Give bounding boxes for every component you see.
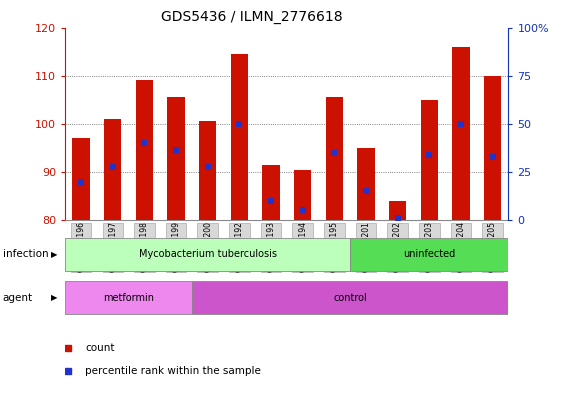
- Text: GSM1378202: GSM1378202: [393, 221, 402, 272]
- Text: metformin: metformin: [103, 293, 154, 303]
- Text: GSM1378196: GSM1378196: [77, 221, 86, 272]
- Bar: [420, 100, 438, 220]
- Bar: [357, 148, 375, 220]
- FancyBboxPatch shape: [482, 223, 503, 272]
- Bar: [136, 81, 153, 220]
- Bar: [484, 75, 501, 220]
- Text: GSM1378204: GSM1378204: [457, 221, 465, 272]
- Point: [108, 164, 118, 170]
- FancyBboxPatch shape: [198, 223, 218, 272]
- Bar: [168, 97, 185, 220]
- Text: GSM1378195: GSM1378195: [330, 221, 339, 272]
- Text: uninfected: uninfected: [403, 250, 456, 259]
- Point: [330, 149, 339, 156]
- Bar: [104, 119, 122, 220]
- Text: infection: infection: [3, 250, 48, 259]
- Point: [228, 226, 237, 233]
- Point: [456, 121, 465, 127]
- FancyBboxPatch shape: [293, 223, 313, 272]
- Bar: [231, 54, 248, 220]
- FancyBboxPatch shape: [134, 223, 154, 272]
- Title: GDS5436 / ILMN_2776618: GDS5436 / ILMN_2776618: [161, 10, 342, 24]
- Bar: [199, 121, 216, 220]
- FancyBboxPatch shape: [324, 223, 345, 272]
- Text: GSM1378198: GSM1378198: [140, 221, 149, 272]
- Text: count: count: [85, 343, 115, 353]
- Text: GSM1378194: GSM1378194: [298, 221, 307, 272]
- Text: GSM1378192: GSM1378192: [235, 221, 244, 272]
- FancyBboxPatch shape: [261, 223, 281, 272]
- Bar: [73, 138, 90, 220]
- FancyBboxPatch shape: [419, 223, 440, 272]
- Point: [140, 140, 149, 146]
- Text: control: control: [333, 293, 367, 303]
- Point: [361, 188, 370, 194]
- FancyBboxPatch shape: [229, 223, 250, 272]
- FancyBboxPatch shape: [387, 223, 408, 272]
- FancyBboxPatch shape: [350, 238, 508, 271]
- FancyBboxPatch shape: [65, 238, 350, 271]
- Text: GSM1378201: GSM1378201: [361, 221, 370, 272]
- Text: GSM1378205: GSM1378205: [488, 221, 497, 272]
- Point: [77, 178, 86, 185]
- Point: [425, 152, 434, 158]
- Text: ▶: ▶: [51, 250, 57, 259]
- Point: [228, 22, 237, 28]
- FancyBboxPatch shape: [71, 223, 91, 272]
- FancyBboxPatch shape: [166, 223, 186, 272]
- Text: percentile rank within the sample: percentile rank within the sample: [85, 366, 261, 376]
- Bar: [389, 201, 406, 220]
- FancyBboxPatch shape: [65, 281, 192, 314]
- Point: [203, 164, 212, 170]
- FancyBboxPatch shape: [356, 223, 376, 272]
- Point: [298, 207, 307, 213]
- FancyBboxPatch shape: [450, 223, 471, 272]
- FancyBboxPatch shape: [102, 223, 123, 272]
- Bar: [452, 47, 470, 220]
- Text: GSM1378203: GSM1378203: [425, 221, 434, 272]
- Bar: [294, 169, 311, 220]
- Text: GSM1378199: GSM1378199: [172, 221, 181, 272]
- Text: GSM1378193: GSM1378193: [266, 221, 275, 272]
- Text: GSM1378200: GSM1378200: [203, 221, 212, 272]
- Text: ▶: ▶: [51, 293, 57, 302]
- Bar: [325, 97, 343, 220]
- Text: Mycobacterium tuberculosis: Mycobacterium tuberculosis: [139, 250, 277, 259]
- FancyBboxPatch shape: [192, 281, 508, 314]
- Text: agent: agent: [3, 293, 33, 303]
- Bar: [262, 165, 279, 220]
- Point: [488, 154, 497, 161]
- Point: [266, 198, 275, 204]
- Point: [172, 147, 181, 153]
- Text: GSM1378197: GSM1378197: [108, 221, 117, 272]
- Point: [235, 121, 244, 127]
- Point: [393, 215, 402, 221]
